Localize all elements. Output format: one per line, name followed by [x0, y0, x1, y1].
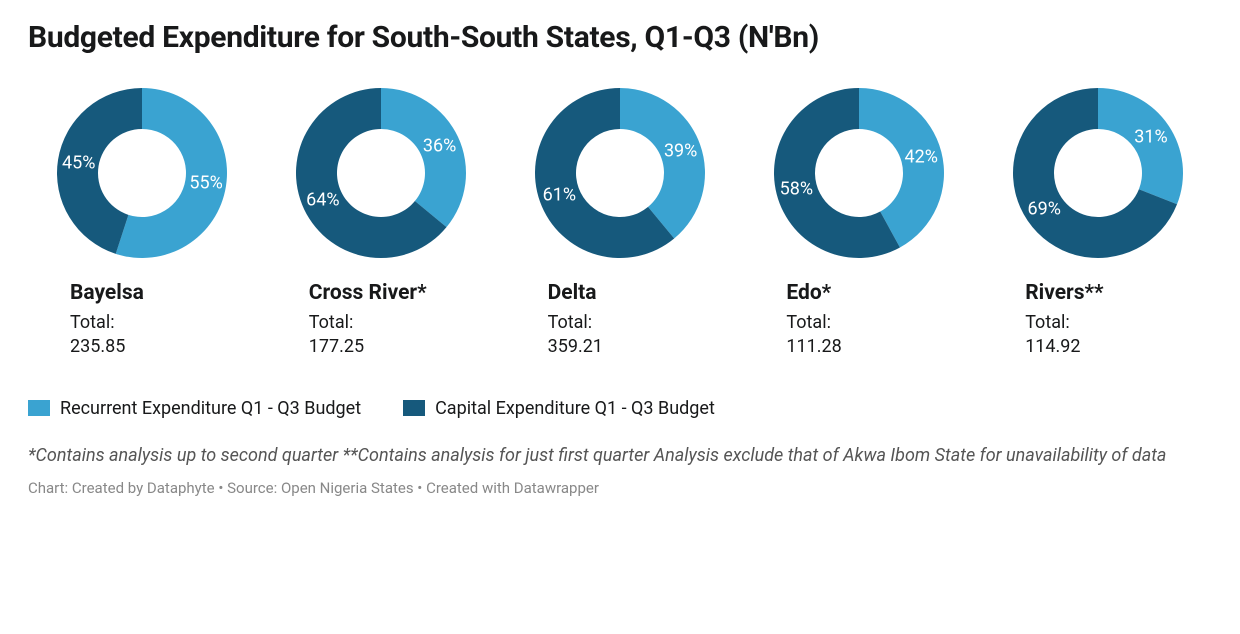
- donut-chart: 39% 61% Delta Total:359.21: [506, 83, 735, 360]
- total-label: Total:: [744, 311, 831, 335]
- pct-label-recurrent: 42%: [905, 146, 938, 167]
- pct-label-recurrent: 31%: [1134, 126, 1167, 147]
- legend-label-capital: Capital Expenditure Q1 - Q3 Budget: [435, 398, 715, 419]
- pct-label-capital: 58%: [780, 179, 813, 200]
- pct-label-capital: 69%: [1028, 199, 1061, 220]
- donut: 39% 61%: [530, 83, 710, 263]
- donut-chart: 31% 69% Rivers** Total:114.92: [983, 83, 1212, 360]
- state-name: Cross River*: [267, 281, 427, 305]
- donut: 42% 58%: [769, 83, 949, 263]
- legend-label-recurrent: Recurrent Expenditure Q1 - Q3 Budget: [60, 398, 361, 419]
- credit-line: Chart: Created by Dataphyte • Source: Op…: [28, 479, 1212, 497]
- donut: 31% 69%: [1008, 83, 1188, 263]
- pct-label-capital: 64%: [306, 190, 339, 211]
- total-value: 359.21: [506, 335, 603, 359]
- pct-label-recurrent: 36%: [423, 135, 456, 156]
- chart-title: Budgeted Expenditure for South-South Sta…: [28, 20, 1212, 55]
- total-value: 111.28: [744, 335, 841, 359]
- legend-swatch-recurrent: [28, 400, 50, 416]
- pct-label-recurrent: 39%: [664, 141, 697, 162]
- total-label: Total:: [267, 311, 354, 335]
- state-name: Bayelsa: [28, 281, 144, 305]
- donut-chart: 42% 58% Edo* Total:111.28: [744, 83, 973, 360]
- total-label: Total:: [983, 311, 1070, 335]
- total-label: Total:: [28, 311, 115, 335]
- donut-chart: 55% 45% Bayelsa Total:235.85: [28, 83, 257, 360]
- state-name: Edo*: [744, 281, 831, 305]
- total-value: 235.85: [28, 335, 125, 359]
- footnote: *Contains analysis up to second quarter …: [28, 443, 1212, 469]
- pct-label-capital: 45%: [62, 152, 95, 173]
- total-value: 177.25: [267, 335, 364, 359]
- donut: 55% 45%: [52, 83, 232, 263]
- donut: 36% 64%: [291, 83, 471, 263]
- state-name: Rivers**: [983, 281, 1103, 305]
- legend: Recurrent Expenditure Q1 - Q3 Budget Cap…: [28, 398, 1212, 419]
- legend-item-recurrent: Recurrent Expenditure Q1 - Q3 Budget: [28, 398, 361, 419]
- donut-charts-row: 55%45%BayelsaTotal:235.8536%64%Cross Riv…: [28, 83, 1212, 360]
- total-value: 114.92: [983, 335, 1080, 359]
- legend-item-capital: Capital Expenditure Q1 - Q3 Budget: [403, 398, 715, 419]
- total-label: Total:: [506, 311, 593, 335]
- slice-recurrent: [381, 88, 466, 227]
- donut-chart: 36% 64% Cross River* Total:177.25: [267, 83, 496, 360]
- pct-label-recurrent: 55%: [189, 173, 222, 194]
- pct-label-capital: 61%: [543, 184, 576, 205]
- legend-swatch-capital: [403, 400, 425, 416]
- state-name: Delta: [506, 281, 597, 305]
